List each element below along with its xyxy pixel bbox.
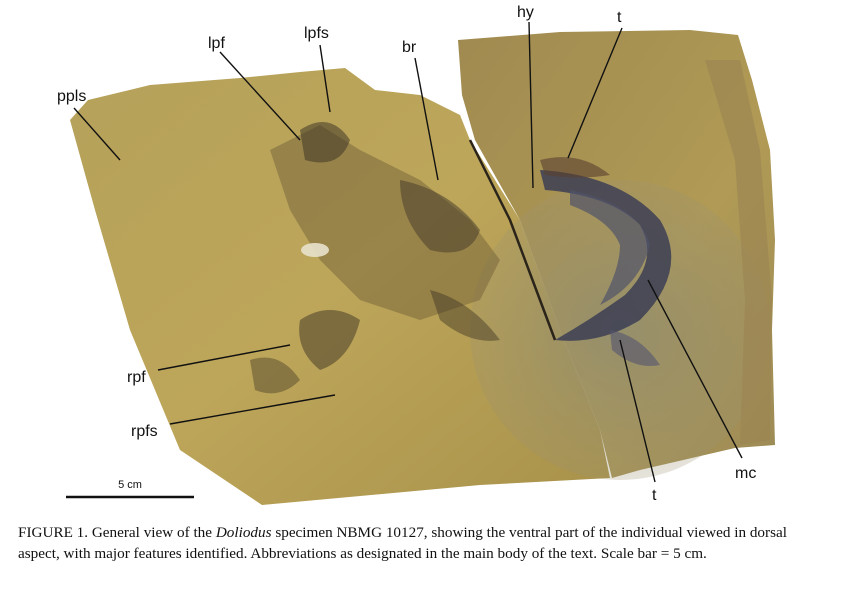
leader-hy	[528, 21, 534, 189]
leader-mc	[647, 279, 743, 459]
fossil-specimen	[250, 122, 672, 394]
leader-rpf	[157, 344, 291, 371]
leader-ppls	[73, 107, 121, 161]
slab-edge	[705, 60, 772, 445]
label-t-bottom: t	[652, 487, 657, 504]
left-slab	[70, 68, 610, 505]
scale-bar-label: 5 cm	[118, 479, 142, 491]
label-lpfs: lpfs	[304, 25, 329, 42]
leader-t-bottom	[619, 339, 656, 483]
label-rpfs: rpfs	[131, 423, 158, 440]
slab-crack	[468, 139, 557, 341]
leader-lpf	[219, 51, 301, 141]
label-rpf: rpf	[127, 369, 146, 386]
leader-t-top	[567, 27, 623, 159]
label-ppls: ppls	[57, 88, 86, 105]
label-mc: mc	[735, 465, 756, 482]
leader-br	[414, 57, 439, 181]
label-hy: hy	[517, 4, 534, 21]
fossil-figure: ppls lpf lpfs br hy t rpf rpfs mc t 5 cm	[57, 4, 775, 505]
caption-suffix: specimen NBMG 10127, showing the ventral…	[18, 524, 787, 562]
leader-lpfs	[319, 44, 331, 113]
figure-caption: FIGURE 1. General view of the Doliodus s…	[18, 522, 828, 564]
leader-rpfs	[169, 394, 336, 425]
label-br: br	[402, 39, 417, 56]
caption-prefix: FIGURE 1. General view of the	[18, 524, 216, 541]
caption-genus: Doliodus	[215, 524, 272, 541]
label-lpf: lpf	[208, 35, 225, 52]
label-t-top: t	[617, 9, 622, 26]
